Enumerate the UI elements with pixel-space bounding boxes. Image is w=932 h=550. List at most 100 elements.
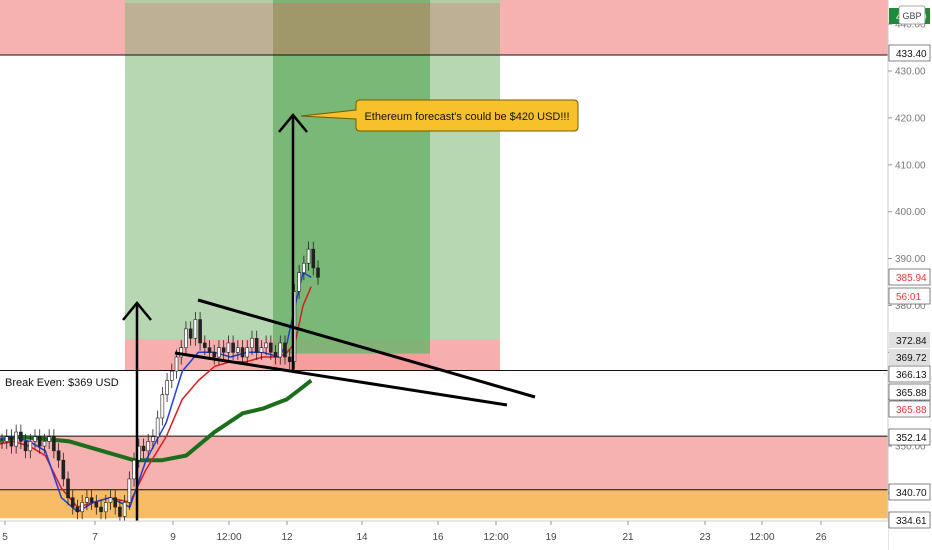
wedge-upper-line	[197, 298, 536, 399]
position-resistance-overlap-narrow	[273, 3, 430, 56]
candle	[0, 441, 4, 443]
time-tick-label: 12:00	[749, 532, 774, 543]
candle	[14, 431, 18, 447]
price-tick-label: 400.00	[895, 207, 926, 218]
candle	[273, 352, 278, 358]
price-badge-text: 56:01	[896, 292, 921, 303]
long-position-narrow-stop	[273, 353, 430, 371]
candle	[132, 459, 136, 480]
candle	[4, 436, 9, 442]
candle	[245, 347, 250, 358]
candle	[259, 347, 264, 353]
time-tick-label: 9	[170, 532, 176, 543]
price-tick-label: 440.00	[895, 20, 926, 31]
candle	[118, 506, 122, 517]
price-badge-text: 385.94	[896, 273, 927, 284]
candle	[198, 319, 202, 344]
candle	[99, 506, 103, 513]
price-badge-text: 366.13	[896, 370, 927, 381]
candle	[42, 441, 47, 447]
candle	[240, 347, 245, 358]
candle	[226, 342, 231, 353]
price-tick-label: 390.00	[895, 254, 926, 265]
candle	[207, 347, 212, 353]
candle	[169, 370, 174, 381]
arrow-left-head	[122, 301, 152, 321]
price-badge	[888, 428, 931, 446]
price-tick-label: 420.00	[895, 113, 926, 124]
candle	[23, 441, 28, 452]
candle	[306, 248, 311, 264]
support-zone-orange	[0, 489, 888, 519]
candle	[75, 506, 80, 513]
candle	[52, 436, 56, 452]
callout-text: Ethereum forecast's could be $420 USD!!!	[364, 111, 569, 123]
price-badge-text: 334.61	[896, 516, 927, 527]
candle	[37, 436, 42, 447]
time-tick-label: 19	[545, 532, 557, 543]
candle	[188, 328, 193, 339]
candle	[127, 478, 132, 503]
price-badge	[888, 400, 931, 418]
candle	[19, 431, 23, 442]
candle	[193, 319, 198, 339]
moving-average-line	[0, 286, 312, 508]
time-tick-label: 12	[281, 532, 293, 543]
candle	[297, 272, 301, 292]
candle	[89, 497, 94, 503]
time-tick-label: 7	[92, 532, 98, 543]
price-badge-text: 372.84	[896, 336, 927, 347]
candle	[160, 394, 165, 419]
arrow-right-head	[278, 113, 308, 133]
time-tick-label: 16	[432, 532, 444, 543]
candle	[85, 497, 89, 503]
candle	[103, 502, 108, 513]
moving-average-line	[0, 271, 312, 513]
price-badge	[888, 287, 931, 305]
price-badge	[888, 511, 931, 529]
price-badge	[889, 332, 930, 348]
price-badge	[888, 44, 931, 62]
candle	[254, 337, 259, 353]
currency-box	[898, 5, 926, 25]
candle	[283, 342, 287, 358]
price-badge	[888, 383, 931, 401]
candle	[165, 380, 169, 395]
candle	[47, 436, 51, 442]
price-badge-text: 433.40	[896, 49, 927, 60]
candle	[269, 342, 273, 353]
time-axis-panel	[0, 521, 888, 550]
candle	[9, 436, 14, 447]
price-tick-label: 380.00	[895, 301, 926, 312]
candle	[250, 337, 254, 348]
time-tick-label: 5	[2, 532, 8, 543]
candle	[212, 352, 217, 358]
forecast-callout: Ethereum forecast's could be $420 USD!!!	[300, 99, 579, 132]
price-badge	[888, 483, 931, 501]
candle	[122, 502, 127, 517]
wedge-lower-line	[174, 351, 508, 407]
candle	[278, 342, 283, 358]
price-badge-text: 365.88	[896, 405, 927, 416]
candle	[80, 502, 84, 513]
candle	[287, 356, 292, 363]
price-badge-text: 352.14	[896, 433, 927, 444]
break-even-label: Break Even: $369 USD	[5, 377, 119, 389]
candle	[66, 478, 70, 498]
candle	[311, 248, 316, 269]
candle	[61, 459, 66, 480]
time-tick-label: 21	[622, 532, 634, 543]
candle	[217, 347, 221, 358]
candle	[316, 267, 320, 278]
candle	[108, 497, 113, 503]
candle	[146, 441, 151, 452]
candle	[203, 342, 207, 348]
time-tick-label: 26	[815, 532, 827, 543]
price-badge-text: 365.88	[896, 388, 927, 399]
candle	[155, 417, 160, 438]
candle	[174, 356, 179, 372]
price-badge-text: 369.72	[896, 353, 927, 364]
callout-bubble	[300, 99, 579, 132]
candle	[302, 262, 306, 273]
